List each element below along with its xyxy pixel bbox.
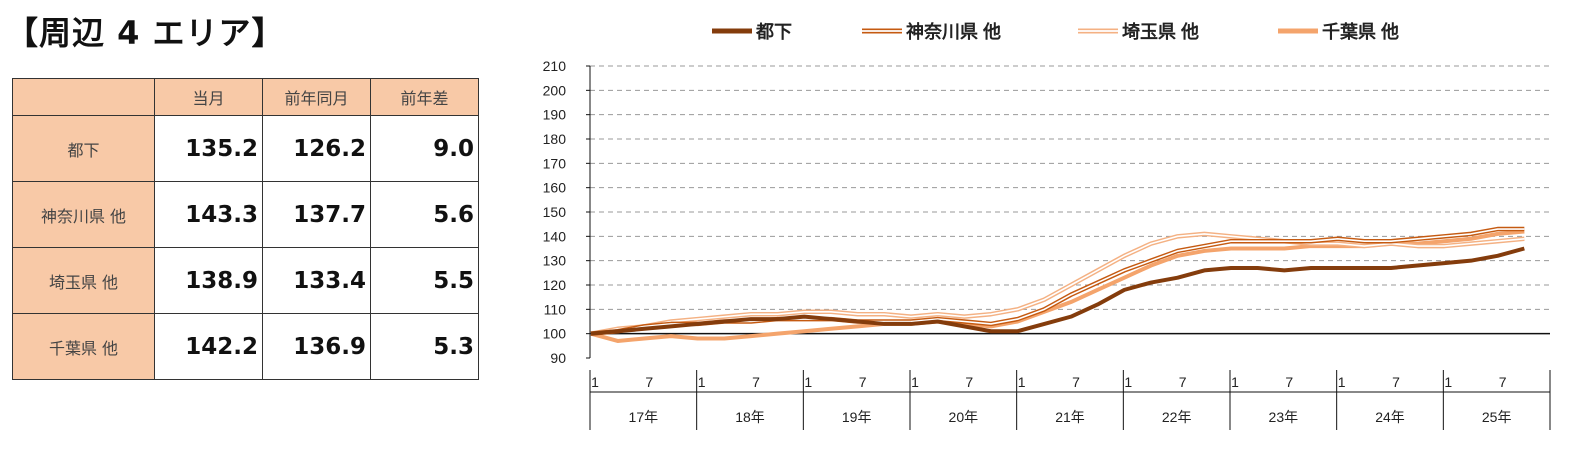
table-header-row: 当月 前年同月 前年差	[12, 78, 479, 116]
table-header-cell: 前年差	[370, 78, 479, 116]
month-tick-label: 1	[804, 374, 812, 390]
y-tick-label: 150	[543, 204, 567, 220]
year-label: 24年	[1375, 409, 1405, 425]
month-tick-label: 1	[1018, 374, 1026, 390]
table-header-cell: 当月	[154, 78, 263, 116]
year-label: 19年	[842, 409, 872, 425]
month-tick-label: 1	[1124, 374, 1132, 390]
current-value: 143.3	[154, 181, 263, 248]
y-tick-label: 180	[543, 131, 567, 147]
row-label: 神奈川県 他	[12, 181, 155, 248]
series-line	[590, 229, 1525, 343]
table-header-cell	[12, 78, 155, 116]
current-value: 138.9	[154, 247, 263, 314]
y-tick-label: 110	[544, 301, 567, 317]
month-tick-label: 1	[911, 374, 919, 390]
row-label: 埼玉県 他	[12, 247, 155, 314]
table-row: 神奈川県 他 143.3 137.7 5.6	[12, 181, 479, 248]
series-line	[590, 246, 1525, 336]
year-label: 18年	[735, 409, 765, 425]
table-row: 埼玉県 他 138.9 133.4 5.5	[12, 247, 479, 314]
month-tick-label: 7	[1179, 374, 1187, 390]
y-tick-label: 130	[543, 253, 567, 269]
prev-year-value: 133.4	[262, 247, 371, 314]
month-tick-label: 7	[1072, 374, 1080, 390]
prev-year-value: 136.9	[262, 313, 371, 380]
y-tick-label: 170	[543, 155, 567, 171]
line-chart: 90 100 110 120 130 140 150 160 170 180 190 200 210 1 7…	[520, 0, 1587, 463]
page-title: 【周辺 4 エリア】	[6, 14, 285, 52]
month-tick-label: 1	[591, 374, 599, 390]
table-row: 都下 135.2 126.2 9.0	[12, 115, 479, 182]
row-label: 都下	[12, 115, 155, 182]
legend-label: 埼玉県 他	[1122, 21, 1199, 42]
table-header-cell: 前年同月	[262, 78, 371, 116]
year-label: 17年	[629, 409, 659, 425]
year-label: 25年	[1482, 409, 1512, 425]
summary-table: 当月 前年同月 前年差 都下 135.2 126.2 9.0 神奈川県 他 14…	[12, 78, 479, 380]
legend-label: 都下	[755, 22, 792, 42]
prev-year-value: 137.7	[262, 181, 371, 248]
month-tick-label: 7	[1285, 374, 1293, 390]
diff-value: 5.5	[370, 247, 479, 314]
y-tick-label: 100	[543, 326, 567, 342]
month-tick-label: 1	[1338, 374, 1346, 390]
current-value: 142.2	[154, 313, 263, 380]
month-tick-label: 7	[752, 374, 760, 390]
y-tick-label: 200	[543, 82, 567, 98]
prev-year-value: 126.2	[262, 115, 371, 182]
current-value: 135.2	[154, 115, 263, 182]
month-tick-label: 7	[645, 374, 653, 390]
y-tick-label: 210	[543, 58, 567, 74]
y-tick-label: 190	[543, 107, 567, 123]
month-tick-label: 7	[965, 374, 973, 390]
series-line-inner	[590, 233, 1525, 335]
y-tick-label: 90	[550, 350, 566, 366]
table-row: 千葉県 他 142.2 136.9 5.3	[12, 313, 479, 380]
year-label: 21年	[1055, 409, 1085, 425]
month-tick-label: 1	[698, 374, 706, 390]
year-label: 23年	[1269, 409, 1299, 425]
legend-label: 千葉県 他	[1322, 21, 1399, 42]
month-tick-label: 7	[1392, 374, 1400, 390]
year-label: 20年	[949, 409, 979, 425]
diff-value: 5.3	[370, 313, 479, 380]
y-tick-label: 140	[543, 228, 567, 244]
y-tick-label: 160	[543, 180, 567, 196]
legend-label: 神奈川県 他	[906, 21, 1001, 42]
month-tick-label: 1	[1444, 374, 1452, 390]
year-label: 22年	[1162, 409, 1192, 425]
month-tick-label: 1	[1231, 374, 1239, 390]
month-tick-label: 7	[859, 374, 867, 390]
diff-value: 9.0	[370, 115, 479, 182]
month-tick-label: 7	[1499, 374, 1507, 390]
series-line-inner	[590, 228, 1525, 335]
y-tick-label: 120	[543, 277, 567, 293]
row-label: 千葉県 他	[12, 313, 155, 380]
diff-value: 5.6	[370, 181, 479, 248]
